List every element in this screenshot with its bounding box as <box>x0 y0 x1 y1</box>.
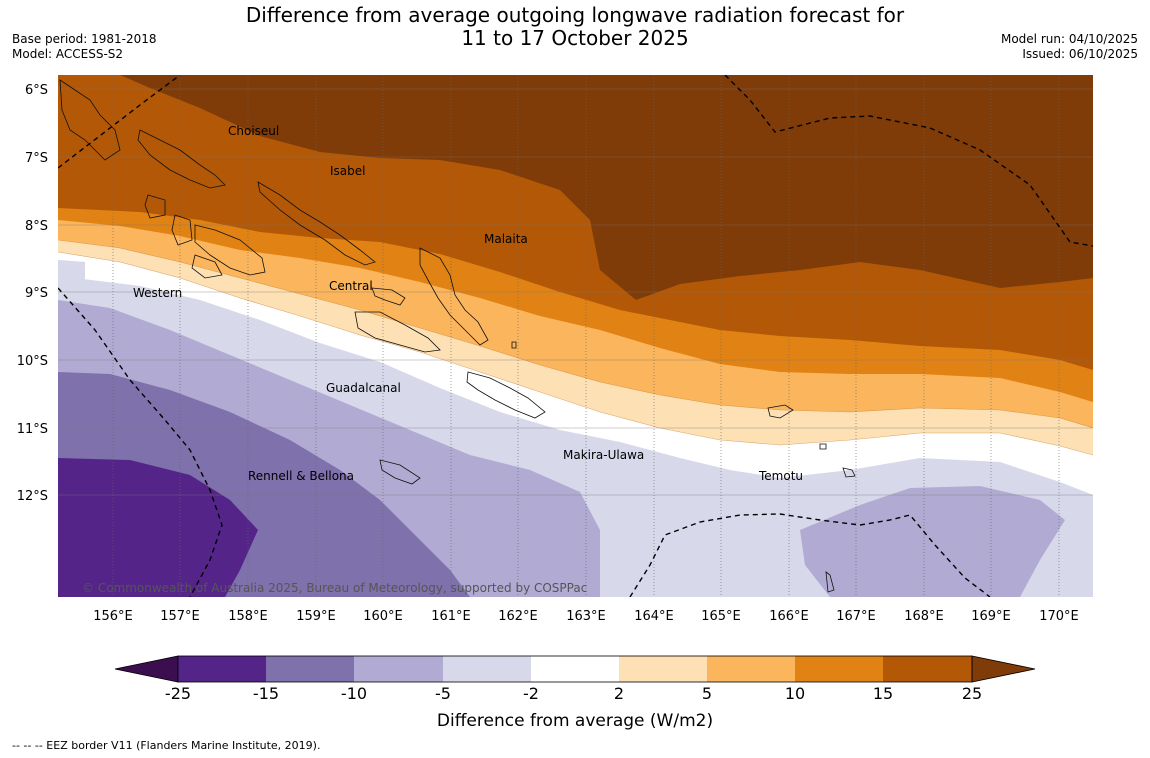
colorbar-tick: -15 <box>253 684 279 703</box>
colorbar-frame <box>177 655 973 683</box>
lon-label: 162°E <box>498 609 538 624</box>
colorbar-segment <box>707 656 795 682</box>
lon-label: 159°E <box>296 609 336 624</box>
issued-date: Issued: 06/10/2025 <box>1022 47 1138 61</box>
lon-label: 164°E <box>634 609 674 624</box>
band-fill-edge <box>58 260 85 300</box>
colorbar-extend-low <box>114 655 179 683</box>
island-isabel <box>257 181 376 266</box>
island-kolombangara <box>171 214 193 246</box>
lon-label: 156°E <box>93 609 133 624</box>
lon-label: 163°E <box>566 609 606 624</box>
label-central: Central <box>329 279 373 293</box>
colorbar-segment <box>443 656 531 682</box>
island-rendova <box>191 254 223 279</box>
band-gt25 <box>120 75 1093 300</box>
label-guadalcanal: Guadalcanal <box>326 381 401 395</box>
colorbar-tick: -10 <box>341 684 367 703</box>
colorbar-tick: 25 <box>962 684 982 703</box>
colorbar-tick: -2 <box>523 684 539 703</box>
copyright-notice: © Commonwealth of Australia 2025, Bureau… <box>82 581 587 595</box>
map-area: Choiseul Isabel Malaita Western Central … <box>58 75 1093 597</box>
label-temotu: Temotu <box>758 469 803 483</box>
place-labels: Choiseul Isabel Malaita Western Central … <box>133 124 803 483</box>
model-run: Model run: 04/10/2025 <box>1000 32 1138 46</box>
lon-label: 165°E <box>701 609 741 624</box>
island-new-georgia <box>194 224 266 276</box>
lat-label: 9°S <box>25 286 48 301</box>
colorbar-tick: 10 <box>785 684 805 703</box>
lon-gridlines <box>112 75 1060 597</box>
island-bougainville <box>59 79 121 161</box>
lon-label: 167°E <box>836 609 876 624</box>
island-rennell <box>379 459 421 485</box>
eez-note: -- -- -- EEZ border V11 (Flanders Marine… <box>12 739 321 752</box>
colorbar: -25 -15 -10 -5 -2 2 5 10 15 25 Differenc… <box>114 655 1036 731</box>
island-guadalcanal <box>354 311 441 353</box>
lat-label: 7°S <box>25 151 48 166</box>
meta-left: Base period: 1981-2018 Model: ACCESS-S2 <box>12 32 157 62</box>
model-name: Model: ACCESS-S2 <box>12 47 124 61</box>
colorbar-tick: 5 <box>702 684 712 703</box>
coastlines <box>59 79 856 593</box>
colorbar-segment <box>178 656 266 682</box>
colorbar-segment <box>266 656 354 682</box>
lon-label: 168°E <box>904 609 944 624</box>
colorbar-extend-high <box>971 655 1036 683</box>
colorbar-tick: 2 <box>614 684 624 703</box>
lon-label: 169°E <box>971 609 1011 624</box>
colorbar-tick: -25 <box>165 684 191 703</box>
island-choiseul <box>137 129 226 189</box>
band-neg25-neg15 <box>58 458 258 597</box>
lon-label: 170°E <box>1039 609 1079 624</box>
island-vanikoro <box>842 467 856 478</box>
lat-label: 11°S <box>17 422 48 437</box>
contour-lines <box>58 239 1093 456</box>
lon-axis: 156°E 157°E 158°E 159°E 160°E 161°E 162°… <box>93 609 1079 624</box>
island-florida <box>371 287 406 306</box>
base-period: Base period: 1981-2018 <box>12 32 157 46</box>
label-choiseul: Choiseul <box>228 124 279 138</box>
island-vella <box>144 194 166 219</box>
lon-label: 158°E <box>228 609 268 624</box>
label-makira: Makira-Ulawa <box>563 448 644 462</box>
colorbar-tick: -5 <box>435 684 451 703</box>
lat-label: 10°S <box>17 354 48 369</box>
island-nendo <box>767 404 794 419</box>
meta-right: Model run: 04/10/2025 Issued: 06/10/2025 <box>1001 32 1138 62</box>
eez-borders <box>58 75 1093 597</box>
lon-label: 161°E <box>431 609 471 624</box>
label-malaita: Malaita <box>484 232 528 246</box>
label-rennell: Rennell & Bellona <box>248 469 354 483</box>
colorbar-segment <box>531 656 619 682</box>
lon-label: 166°E <box>769 609 809 624</box>
lat-gridlines <box>58 88 1093 496</box>
colorbar-title: Difference from average (W/m2) <box>437 711 713 731</box>
colorbar-segment <box>795 656 883 682</box>
lat-axis: 6°S 7°S 8°S 9°S 10°S 11°S 12°S <box>17 83 48 504</box>
lon-label: 157°E <box>160 609 200 624</box>
colorbar-segment <box>883 656 972 682</box>
lat-label: 6°S <box>25 83 48 98</box>
lat-label: 8°S <box>25 219 48 234</box>
map-title: Difference from average outgoing longwav… <box>0 4 1150 50</box>
lon-label: 160°E <box>363 609 403 624</box>
label-isabel: Isabel <box>330 164 365 178</box>
title-line-2: 11 to 17 October 2025 <box>461 26 689 50</box>
title-line-1: Difference from average outgoing longwav… <box>245 3 905 27</box>
lat-label: 12°S <box>17 489 48 504</box>
label-western: Western <box>133 286 182 300</box>
colorbar-tick: 15 <box>873 684 893 703</box>
colorbar-segment <box>354 656 443 682</box>
island-makira <box>466 371 546 419</box>
colorbar-segment <box>619 656 707 682</box>
island-malaita <box>419 247 489 346</box>
